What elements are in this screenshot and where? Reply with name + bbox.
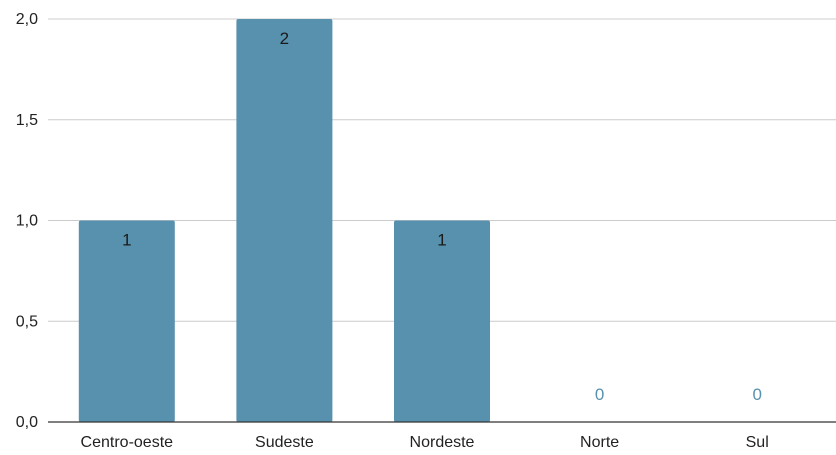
bars: [78, 19, 490, 422]
data-label: 1: [122, 231, 131, 250]
x-tick-label: Sul: [746, 434, 769, 450]
x-tick-label: Centro-oeste: [81, 434, 174, 450]
y-tick-label: 1,0: [16, 213, 38, 230]
x-tick-label: Sudeste: [255, 434, 314, 450]
data-label: 0: [595, 385, 604, 404]
y-tick-label: 0,0: [16, 414, 38, 431]
data-label: 0: [752, 385, 761, 404]
y-tick-label: 1,5: [16, 112, 38, 129]
data-label: 1: [437, 231, 446, 250]
y-tick-label: 2,0: [16, 11, 38, 28]
bar: [78, 220, 175, 422]
x-axis-tick-labels: Centro-oeste Sudeste Nordeste Norte Sul: [81, 434, 769, 451]
bar: [394, 220, 490, 422]
x-tick-label: Norte: [580, 434, 619, 450]
y-tick-label: 0,5: [16, 313, 38, 330]
y-axis-tick-labels: 0,0 0,5 1,0 1,5 2,0: [16, 11, 38, 431]
data-labels: 1 2 1 0 0: [122, 29, 762, 404]
x-tick-label: Nordeste: [410, 434, 475, 450]
data-label: 2: [280, 29, 289, 48]
bar: [236, 19, 333, 422]
